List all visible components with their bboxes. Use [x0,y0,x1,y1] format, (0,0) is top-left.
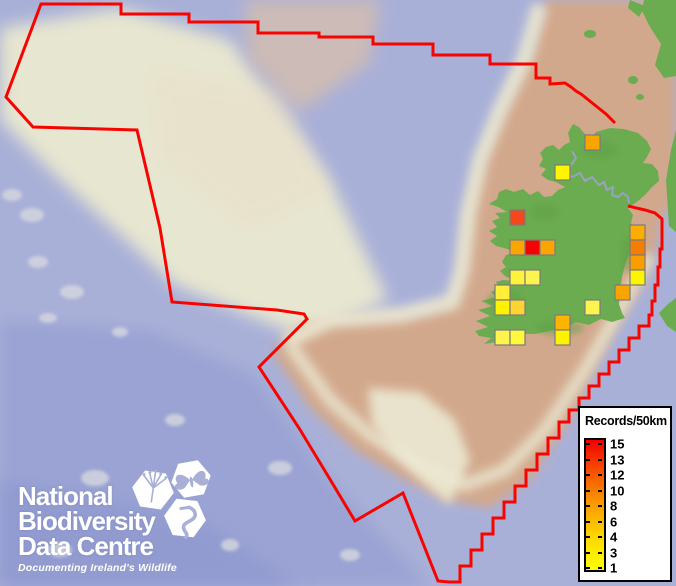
legend-tick-mark [586,458,590,461]
legend-tick-mark [586,505,590,507]
record-grid-cell[interactable] [554,314,571,331]
ireland-landmass [475,124,659,344]
logo-line-1: National [18,481,114,511]
record-grid-cell[interactable] [494,284,511,301]
record-grid-cell[interactable] [629,224,646,241]
legend-tick-label: 4 [610,529,618,545]
record-grid-cell[interactable] [509,239,526,256]
legend-tick-label: 10 [610,483,625,498]
legend-tick-mark [586,489,590,492]
logo-line-3: Data Centre [18,531,154,561]
plant-hexagon-icon [132,469,174,510]
record-grid-cell[interactable] [509,209,526,226]
seamount-blobs [2,189,360,561]
legend-tick-mark [598,536,602,538]
legend-tick-label: 13 [610,452,625,467]
legend-tick-label: 8 [610,498,618,514]
seahorse-hexagon-icon [164,498,206,540]
record-grid-cell[interactable] [494,329,511,346]
record-grid-cell[interactable] [584,134,601,151]
butterfly-hexagon-icon [171,460,211,498]
record-grid-cell[interactable] [524,239,541,256]
nbdc-logo-hexagons [132,460,211,540]
legend-tick-mark [586,536,590,538]
legend-tick-label: 15 [610,436,625,452]
legend-tick-label: 12 [610,467,625,483]
legend-panel: Records/50km 15 13 12 10 8 6 4 3 1 [578,406,672,582]
designated-area-boundary-line [4,2,664,584]
legend-tick-label: 3 [610,545,618,560]
legend-tick-mark [598,443,602,445]
legend-tick-mark [598,474,602,476]
legend-tick-mark [598,489,602,492]
legend-tick-mark [598,458,602,461]
record-grid-cell[interactable] [509,329,526,346]
record-grid-cell[interactable] [614,284,631,301]
record-grid-cell[interactable] [494,299,511,316]
record-grid-cell[interactable] [629,239,646,256]
legend-title: Records/50km [585,414,667,428]
legend-tick-mark [598,567,602,569]
scotland-landmass [584,0,676,232]
wales-landmass [659,298,676,332]
record-grid-cell[interactable] [509,269,526,286]
record-grid-cell[interactable] [539,239,556,256]
record-grid-cell[interactable] [524,269,541,286]
legend-tick-mark [598,551,602,554]
legend-tick-mark [586,551,590,554]
nbdc-logo: National Biodiversity Data Centre Docume… [18,481,177,574]
record-grid-cell[interactable] [629,254,646,271]
legend-tick-mark [598,520,602,523]
logo-tagline: Documenting Ireland's Wildlife [18,562,177,574]
record-grid-cell[interactable] [554,329,571,346]
legend-tick-mark [586,443,590,445]
legend-tick-mark [586,520,590,523]
record-grid-cell[interactable] [554,164,571,181]
legend-tick-mark [598,505,602,507]
legend-tick-mark [586,567,590,569]
record-grid-cell[interactable] [509,299,526,316]
record-grid-cell[interactable] [629,269,646,286]
record-grid-cell[interactable] [584,299,601,316]
legend-tick-label: 6 [610,514,618,529]
legend-gradient-bar [584,438,606,572]
legend-tick-label: 1 [610,560,618,576]
record-cells-layer [494,134,646,346]
legend-tick-mark [586,474,590,476]
logo-line-2: Biodiversity [18,506,156,536]
